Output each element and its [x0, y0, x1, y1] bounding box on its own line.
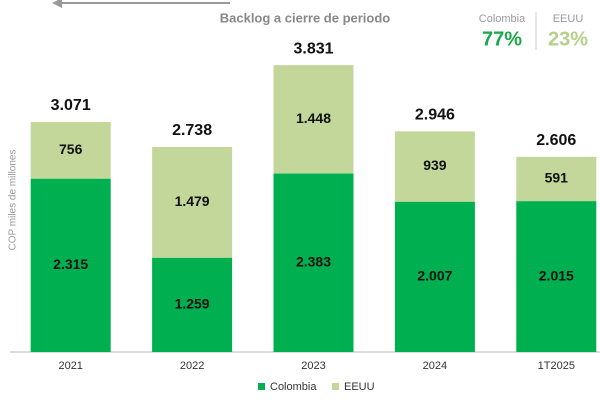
bar-segment: [30, 122, 111, 179]
bar-segment: [394, 201, 475, 352]
x-tick-label: 2022: [180, 360, 204, 372]
bar-segment: [273, 65, 354, 174]
value-label: 2.315: [53, 256, 88, 272]
value-label: 2.015: [539, 267, 574, 283]
total-label: 3.831: [293, 40, 333, 57]
value-label: 939: [423, 157, 447, 173]
decor-arrow: [52, 0, 62, 8]
value-label: 1.259: [175, 296, 210, 312]
y-axis-label: COP miles de millones: [8, 150, 19, 251]
total-label: 2.738: [172, 122, 212, 139]
share-name: Colombia: [479, 13, 526, 25]
total-label: 2.606: [536, 132, 576, 149]
share-name: EEUU: [553, 13, 584, 25]
x-tick-label: 2023: [301, 360, 325, 372]
value-label: 756: [59, 141, 83, 157]
value-label: 2.007: [417, 268, 452, 284]
bar-segment: [152, 257, 233, 352]
legend-label: Colombia: [270, 381, 317, 393]
bar-segment: [516, 201, 597, 352]
bar-segment: [394, 131, 475, 202]
legend-swatch: [258, 383, 265, 390]
x-tick-label: 1T2025: [538, 360, 575, 372]
value-label: 591: [545, 170, 569, 186]
legend-label: EEUU: [344, 381, 375, 393]
chart-title: Backlog a cierre de periodo: [220, 10, 391, 25]
share-value: 77%: [482, 28, 522, 50]
bar-segment: [152, 146, 233, 258]
bar-segment: [30, 178, 111, 352]
total-label: 2.946: [415, 107, 455, 124]
value-label: 1.448: [296, 110, 331, 126]
value-label: 1.479: [175, 193, 210, 209]
bar-segment: [516, 156, 597, 202]
share-value: 23%: [548, 28, 588, 50]
x-tick-label: 2024: [423, 360, 447, 372]
total-label: 3.071: [51, 97, 91, 114]
legend-swatch: [332, 383, 339, 390]
value-label: 2.383: [296, 253, 331, 269]
bar-segment: [273, 173, 354, 352]
x-tick-label: 2021: [58, 360, 82, 372]
